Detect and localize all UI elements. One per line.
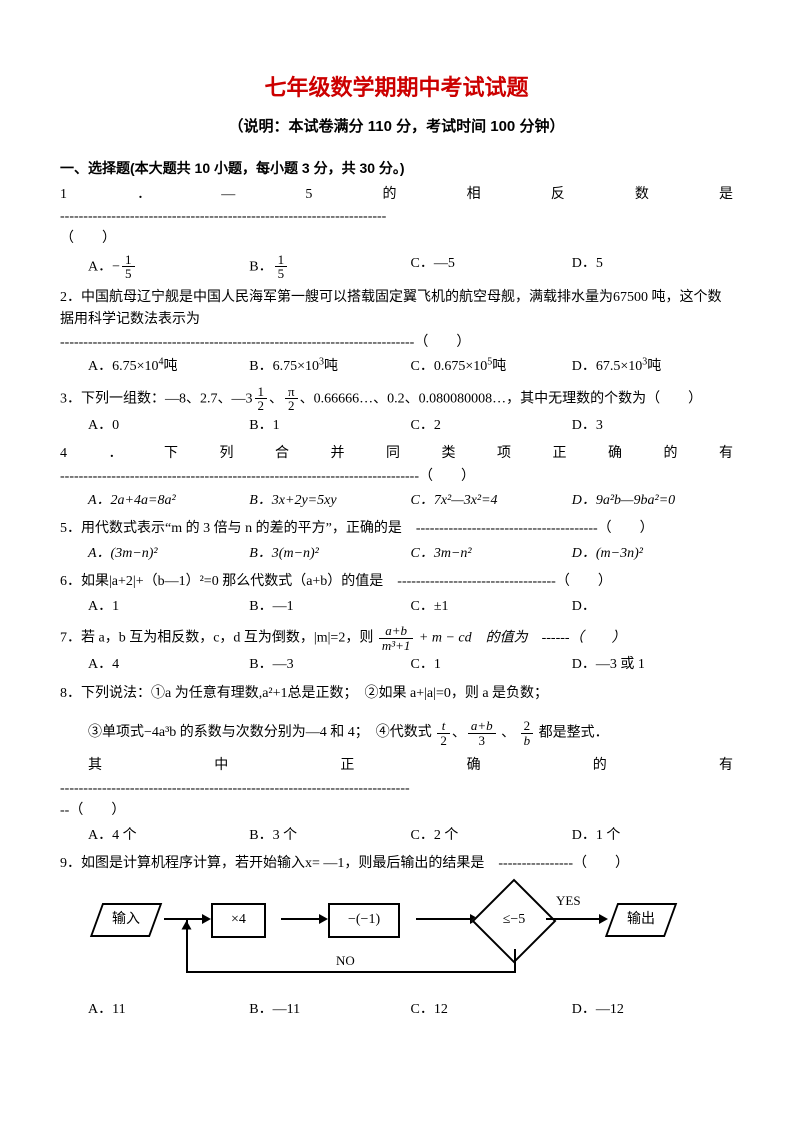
q2-opt-c: C．0.675×105吨 <box>411 356 572 378</box>
q4-stem: 4 ． 下 列 合 并 同 类 项 正 确 的 有 <box>60 443 733 465</box>
q7-opt-d: D．—3 或 1 <box>572 654 733 676</box>
q6-opt-d: D． <box>572 596 733 618</box>
q1-opt-c: C．—5 <box>411 253 572 281</box>
q7-opt-a: A．4 <box>88 654 249 676</box>
flow-yes-label: YES <box>556 891 581 912</box>
q5-opt-d: D．(m−3n)² <box>572 543 733 565</box>
q7-stem: 7．若 a，b 互为相反数，c，d 互为倒数，|m|=2，则 a+bm³+1 +… <box>60 624 733 652</box>
q9-stem: 9．如图是计算机程序计算，若开始输入x= —1，则最后输出的结果是 ------… <box>60 853 733 875</box>
q8-opt-c: C．2 个 <box>411 825 572 847</box>
q1-blank: （ ） <box>60 228 733 250</box>
q2-stem: 2．中国航母辽宁舰是中国人民海军第一艘可以搭载固定翼飞机的航空母舰，满载排水量为… <box>60 287 733 332</box>
q7-opt-c: C．1 <box>411 654 572 676</box>
q4-opt-a: A．2a+4a=8a² <box>88 490 249 512</box>
q2-opt-d: D．67.5×103吨 <box>572 356 733 378</box>
q9-options: A．11 B．—11 C．12 D．—12 <box>60 999 733 1021</box>
section-1-header: 一、选择题(本大题共 10 小题，每小题 3 分，共 30 分。) <box>60 157 733 179</box>
q4-opt-d: D．9a²b—9ba²=0 <box>572 490 733 512</box>
q2-dashline: ----------------------------------------… <box>60 332 733 354</box>
q3-opt-c: C．2 <box>411 415 572 437</box>
flow-box-2: −(−1) <box>328 903 400 937</box>
q6-stem: 6．如果|a+2|+（b—1）²=0 那么代数式（a+b）的值是 -------… <box>60 571 733 593</box>
page-subtitle: （说明：本试卷满分 110 分，考试时间 100 分钟） <box>60 115 733 139</box>
q1-opt-b: B．15 <box>249 253 410 281</box>
q8-opt-a: A．4 个 <box>88 825 249 847</box>
q5-options: A．(3m−n)² B．3(m−n)² C．3m−n² D．(m−3n)² <box>60 543 733 565</box>
q3-opt-b: B．1 <box>249 415 410 437</box>
flow-arrow-2 <box>281 918 321 920</box>
q6-opt-c: C．±1 <box>411 596 572 618</box>
arrow-head-icon <box>202 914 211 924</box>
q5-opt-c: C．3m−n² <box>411 543 572 565</box>
flow-decision: ≤−5 <box>484 891 544 951</box>
flow-arrow-3 <box>416 918 472 920</box>
q4-opt-b: B．3x+2y=5xy <box>249 490 410 512</box>
q5-opt-a: A．(3m−n)² <box>88 543 249 565</box>
q9-opt-c: C．12 <box>411 999 572 1021</box>
q8-line3: 其 中 正 确 的 有 <box>60 755 733 777</box>
q8-blank: --（ ） <box>60 800 733 822</box>
flow-no-v1 <box>514 949 516 973</box>
q7-options: A．4 B．—3 C．1 D．—3 或 1 <box>60 654 733 676</box>
q1-opt-a: A．−15 <box>88 253 249 281</box>
q6-opt-a: A．1 <box>88 596 249 618</box>
q3-opt-a: A．0 <box>88 415 249 437</box>
q8-opt-b: B．3 个 <box>249 825 410 847</box>
question-7: 7．若 a，b 互为相反数，c，d 互为倒数，|m|=2，则 a+bm³+1 +… <box>60 624 733 677</box>
q4-dashline: ----------------------------------------… <box>60 466 733 488</box>
q2-options: A．6.75×104吨 B．6.75×103吨 C．0.675×105吨 D．6… <box>60 356 733 378</box>
q5-stem: 5．用代数式表示“m 的 3 倍与 n 的差的平方”，正确的是 --------… <box>60 518 733 540</box>
flow-no-label: NO <box>336 951 355 972</box>
q2-opt-a: A．6.75×104吨 <box>88 356 249 378</box>
question-9: 9．如图是计算机程序计算，若开始输入x= —1，则最后输出的结果是 ------… <box>60 853 733 1022</box>
arrow-head-icon <box>319 914 328 924</box>
q5-opt-b: B．3(m−n)² <box>249 543 410 565</box>
page-title: 七年级数学期期中考试试题 <box>60 70 733 105</box>
question-6: 6．如果|a+2|+（b—1）²=0 那么代数式（a+b）的值是 -------… <box>60 571 733 618</box>
q1-stem: 1 ． — 5 的 相 反 数 是 <box>60 184 733 206</box>
arrow-head-icon <box>182 921 192 930</box>
question-8: 8．下列说法：①a 为任意有理数,a²+1总是正数； ②如果 a+|a|=0，则… <box>60 683 733 847</box>
q3-stem: 3．下列一组数：—8、2.7、—312、π2、0.66666…、0.2、0.08… <box>60 385 733 413</box>
q7-opt-b: B．—3 <box>249 654 410 676</box>
question-4: 4 ． 下 列 合 并 同 类 项 正 确 的 有 --------------… <box>60 443 733 512</box>
q1-dashline: ----------------------------------------… <box>60 206 733 228</box>
flow-box-1: ×4 <box>211 903 266 937</box>
q4-options: A．2a+4a=8a² B．3x+2y=5xy C．7x²—3x²=4 D．9a… <box>60 490 733 512</box>
arrow-head-icon <box>599 914 608 924</box>
q9-opt-b: B．—11 <box>249 999 410 1021</box>
q8-options: A．4 个 B．3 个 C．2 个 D．1 个 <box>60 825 733 847</box>
q8-line2: ③单项式−4a³b 的系数与次数分别为—4 和 4； ④代数式 t2、a+b3 … <box>60 719 733 747</box>
q3-options: A．0 B．1 C．2 D．3 <box>60 415 733 437</box>
question-3: 3．下列一组数：—8、2.7、—312、π2、0.66666…、0.2、0.08… <box>60 385 733 438</box>
q1-opt-d: D．5 <box>572 253 733 281</box>
flow-output: 输出 <box>605 903 678 937</box>
q4-opt-c: C．7x²—3x²=4 <box>411 490 572 512</box>
flow-arrow-yes <box>546 918 601 920</box>
question-5: 5．用代数式表示“m 的 3 倍与 n 的差的平方”，正确的是 --------… <box>60 518 733 565</box>
q8-dashline: ----------------------------------------… <box>60 778 733 800</box>
flow-input: 输入 <box>90 903 163 937</box>
q3-opt-d: D．3 <box>572 415 733 437</box>
q8-opt-d: D．1 个 <box>572 825 733 847</box>
q9-opt-a: A．11 <box>88 999 249 1021</box>
question-1: 1 ． — 5 的 相 反 数 是 ----------------------… <box>60 184 733 281</box>
q8-line1: 8．下列说法：①a 为任意有理数,a²+1总是正数； ②如果 a+|a|=0，则… <box>60 683 733 705</box>
q9-opt-d: D．—12 <box>572 999 733 1021</box>
q1-options: A．−15 B．15 C．—5 D．5 <box>60 253 733 281</box>
q6-options: A．1 B．—1 C．±1 D． <box>60 596 733 618</box>
q9-flowchart: 输入 ×4 −(−1) ≤−5 YES 输出 NO <box>96 885 696 995</box>
q6-opt-b: B．—1 <box>249 596 410 618</box>
q2-opt-b: B．6.75×103吨 <box>249 356 410 378</box>
question-2: 2．中国航母辽宁舰是中国人民海军第一艘可以搭载固定翼飞机的航空母舰，满载排水量为… <box>60 287 733 379</box>
